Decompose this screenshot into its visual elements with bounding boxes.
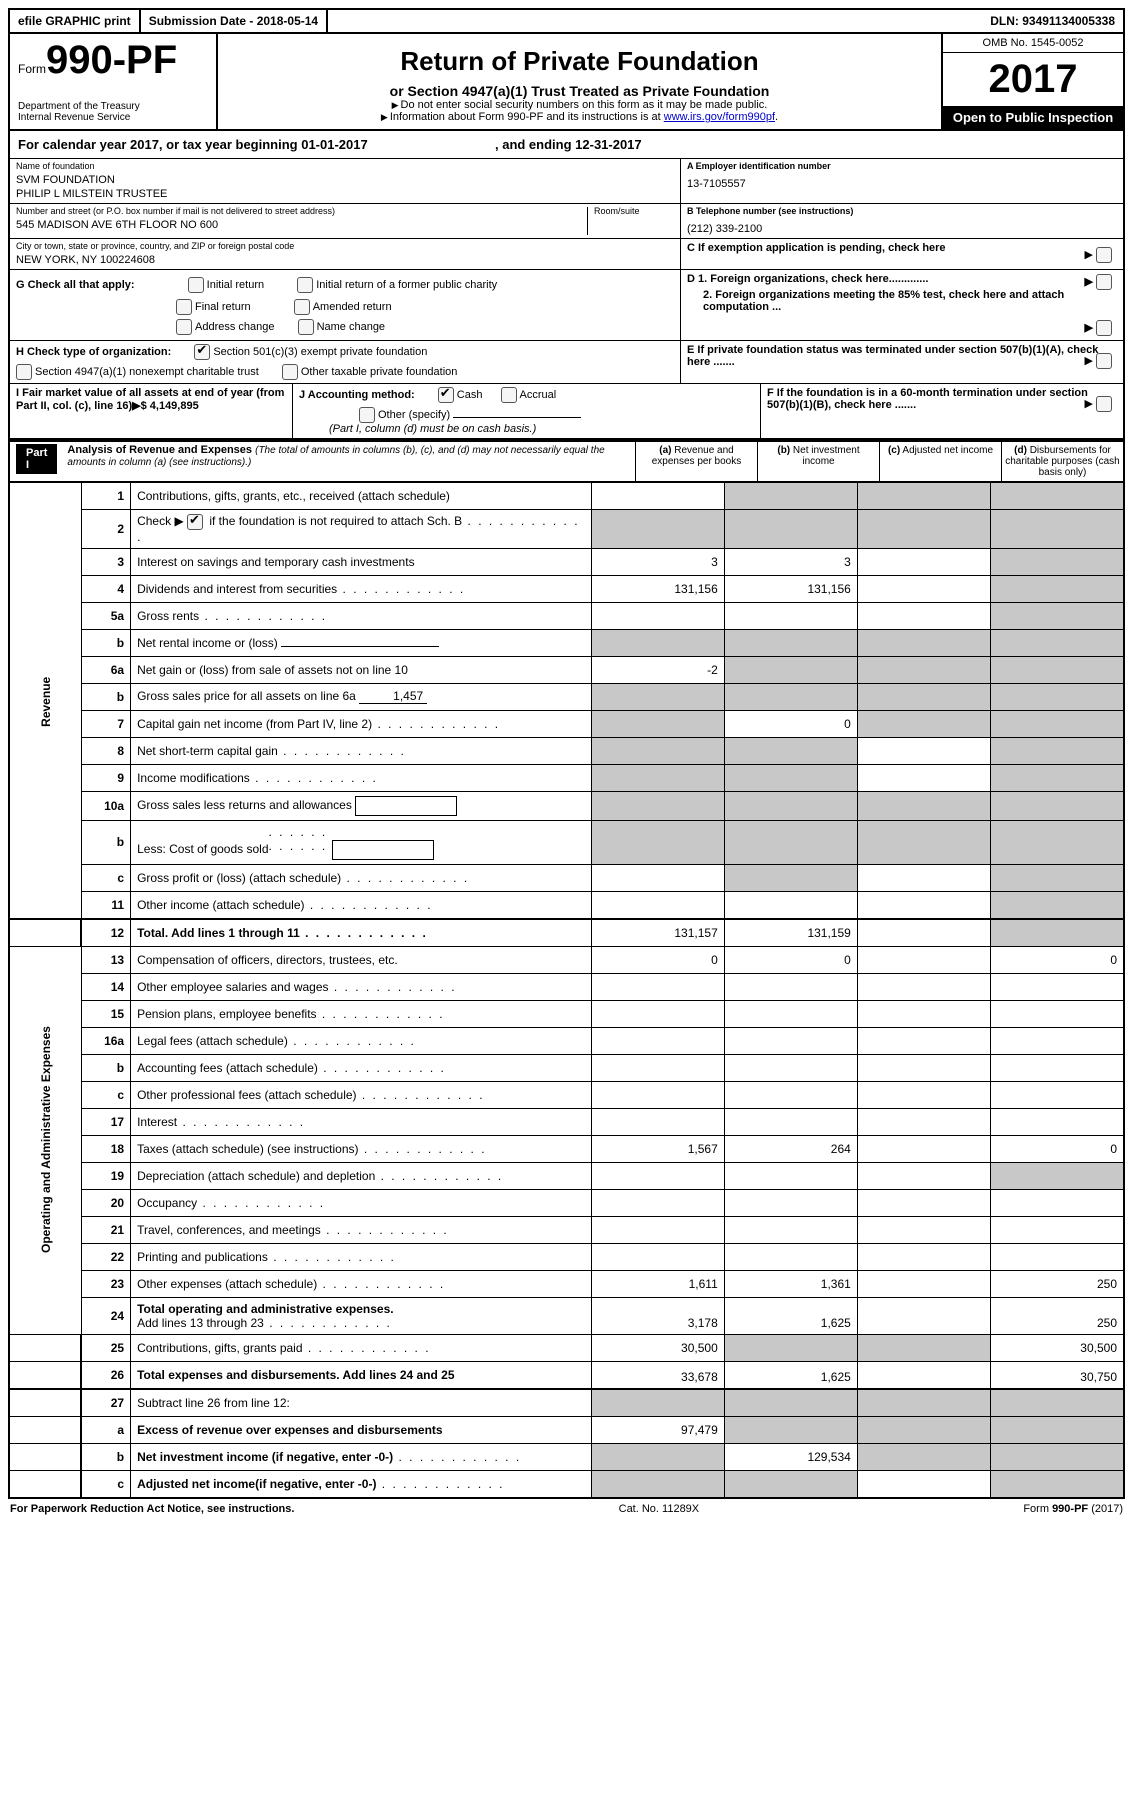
g-final-return[interactable]	[176, 299, 192, 315]
efile-label: efile GRAPHIC print	[10, 10, 141, 32]
page-footer: For Paperwork Reduction Act Notice, see …	[8, 1499, 1125, 1519]
instr-1: Do not enter social security numbers on …	[224, 99, 935, 111]
ein-label: A Employer identification number	[687, 162, 1117, 172]
phone-label: B Telephone number (see instructions)	[687, 207, 1117, 217]
col-c-header: (c) Adjusted net income	[879, 442, 1001, 481]
room-label: Room/suite	[594, 207, 674, 217]
g-amended-return[interactable]	[294, 299, 310, 315]
j-accrual[interactable]	[501, 387, 517, 403]
d1-label: D 1. Foreign organizations, check here..…	[687, 273, 928, 285]
calendar-year-row: For calendar year 2017, or tax year begi…	[10, 131, 1123, 159]
expenses-side-label: Operating and Administrative Expenses	[10, 946, 81, 1334]
c-label: C If exemption application is pending, c…	[687, 242, 946, 254]
address-value: 545 MADISON AVE 6TH FLOOR NO 600	[16, 217, 581, 231]
dln: DLN: 93491134005338	[982, 10, 1123, 32]
address-label: Number and street (or P.O. box number if…	[16, 207, 581, 217]
col-b-header: (b) Net investment income	[757, 442, 879, 481]
footer-left: For Paperwork Reduction Act Notice, see …	[10, 1503, 294, 1515]
topbar: efile GRAPHIC print Submission Date - 20…	[10, 10, 1123, 34]
g-address-change[interactable]	[176, 319, 192, 335]
header: Form990-PF Department of the Treasury In…	[10, 34, 1123, 131]
omb-number: OMB No. 1545-0052	[943, 34, 1123, 53]
j-label: J Accounting method:	[299, 389, 415, 401]
city-value: NEW YORK, NY 100224608	[16, 252, 674, 266]
h-other-taxable[interactable]	[282, 364, 298, 380]
dept-irs: Internal Revenue Service	[18, 112, 208, 123]
revenue-expense-table: Revenue 1Contributions, gifts, grants, e…	[10, 483, 1123, 1497]
f-label: F If the foundation is in a 60-month ter…	[767, 387, 1088, 411]
e-checkbox[interactable]	[1096, 353, 1112, 369]
instr-2: Information about Form 990-PF and its in…	[224, 111, 935, 123]
foundation-name-2: PHILIP L MILSTEIN TRUSTEE	[16, 186, 674, 200]
part-1-label: Part I	[16, 444, 57, 474]
j-other[interactable]	[359, 407, 375, 423]
inspection-label: Open to Public Inspection	[943, 106, 1123, 129]
h-501c3[interactable]	[194, 344, 210, 360]
j-note: (Part I, column (d) must be on cash basi…	[299, 423, 754, 435]
tax-year: 2017	[943, 53, 1123, 106]
d1-checkbox[interactable]	[1096, 274, 1112, 290]
d2-label: 2. Foreign organizations meeting the 85%…	[703, 289, 1064, 313]
g-initial-return[interactable]	[188, 277, 204, 293]
form-subtitle: or Section 4947(a)(1) Trust Treated as P…	[224, 83, 935, 99]
col-d-header: (d) Disbursements for charitable purpose…	[1001, 442, 1123, 481]
footer-form: Form 990-PF (2017)	[1023, 1503, 1123, 1515]
city-label: City or town, state or province, country…	[16, 242, 674, 252]
g-label: G Check all that apply:	[16, 279, 135, 291]
c-checkbox[interactable]	[1096, 247, 1112, 263]
ein-value: 13-7105557	[687, 172, 1117, 190]
d2-checkbox[interactable]	[1096, 320, 1112, 336]
name-label: Name of foundation	[16, 162, 674, 172]
g-initial-former[interactable]	[297, 277, 313, 293]
g-name-change[interactable]	[298, 319, 314, 335]
submission-date: Submission Date - 2018-05-14	[141, 10, 328, 32]
schedule-b-checkbox[interactable]	[187, 514, 203, 530]
form-number: Form990-PF	[18, 38, 208, 83]
revenue-side-label: Revenue	[10, 483, 81, 919]
irs-link[interactable]: www.irs.gov/form990pf	[664, 111, 775, 123]
e-label: E If private foundation status was termi…	[687, 344, 1098, 368]
form-page: efile GRAPHIC print Submission Date - 20…	[8, 8, 1125, 1499]
phone-value: (212) 339-2100	[687, 217, 1117, 235]
dept-treasury: Department of the Treasury	[18, 101, 208, 112]
form-title: Return of Private Foundation	[224, 46, 935, 77]
footer-cat: Cat. No. 11289X	[619, 1503, 700, 1515]
part-1-header: Part I Analysis of Revenue and Expenses …	[10, 440, 1123, 483]
i-label: I Fair market value of all assets at end…	[16, 387, 286, 412]
f-checkbox[interactable]	[1096, 396, 1112, 412]
j-cash[interactable]	[438, 387, 454, 403]
h-label: H Check type of organization:	[16, 346, 171, 358]
foundation-name-1: SVM FOUNDATION	[16, 172, 674, 186]
h-4947[interactable]	[16, 364, 32, 380]
col-a-header: (a) Revenue and expenses per books	[635, 442, 757, 481]
